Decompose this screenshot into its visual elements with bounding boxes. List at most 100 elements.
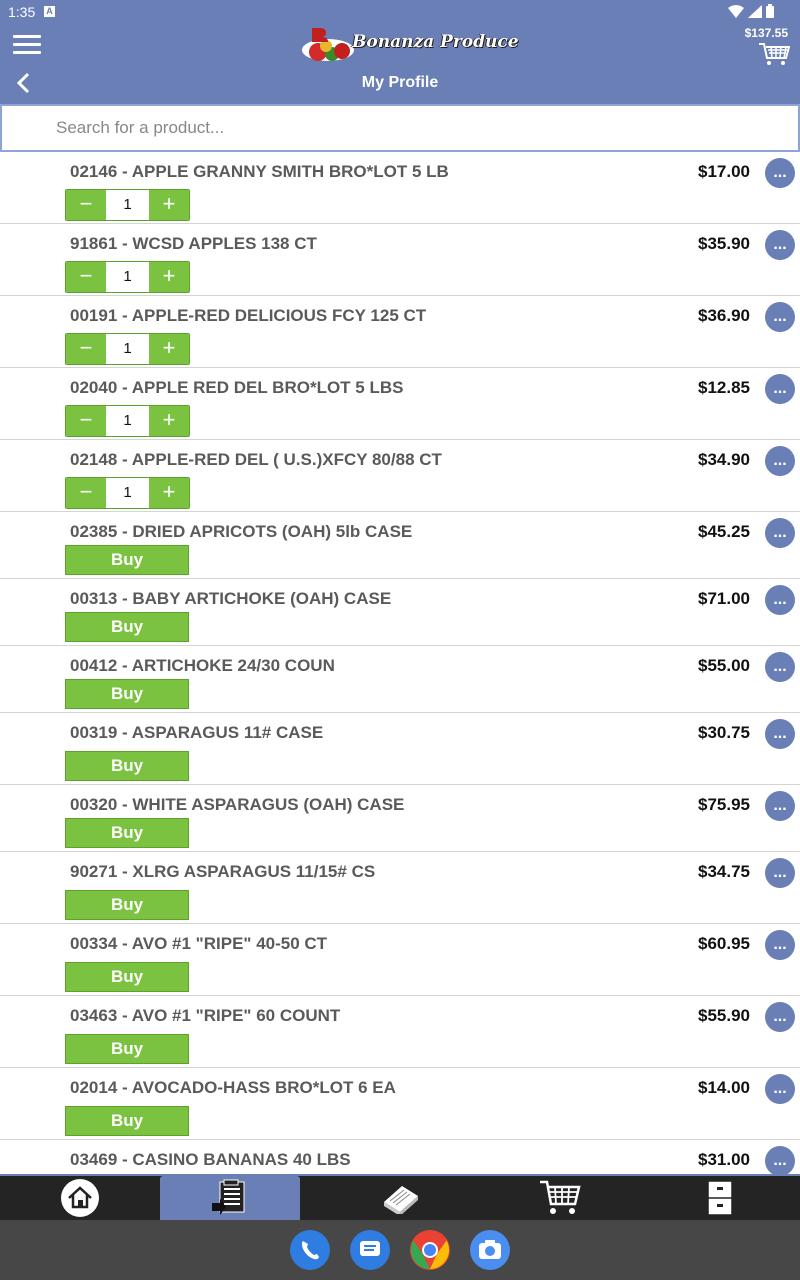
product-name: 03463 - AVO #1 "RIPE" 60 COUNT [70,1006,341,1025]
more-options-button[interactable]: ... [765,791,795,821]
cart-total: $137.55 [744,26,788,40]
list-item[interactable]: 02385 - DRIED APRICOTS (OAH) 5lb CASE $45… [0,512,800,579]
order-guide-icon [212,1179,245,1215]
back-arrow-icon[interactable] [16,72,32,94]
decrement-button[interactable]: − [66,478,106,508]
list-item[interactable]: 03463 - AVO #1 "RIPE" 60 COUNT $55.90... B… [0,996,800,1068]
quantity-value[interactable]: 1 [106,190,149,220]
product-name: 00319 - ASPARAGUS 11# CASE [70,723,324,742]
more-options-button[interactable]: ... [765,446,795,476]
tab-order-guide[interactable] [160,1176,300,1220]
tab-account[interactable] [640,1176,800,1220]
list-item[interactable]: 00313 - BABY ARTICHOKE (OAH) CASE $71.00.… [0,579,800,646]
list-item[interactable]: 00320 - WHITE ASPARAGUS (OAH) CASE $75.95… [0,785,800,852]
buy-button[interactable]: Buy [65,612,189,642]
more-options-button[interactable]: ... [765,302,795,332]
account-icon [707,1180,733,1216]
quantity-stepper: − 1 + [65,405,190,437]
system-dock [0,1220,800,1280]
more-options-button[interactable]: ... [765,1002,795,1032]
cart-icon [540,1180,581,1214]
quantity-value[interactable]: 1 [106,406,149,436]
more-options-button[interactable]: ... [765,158,795,188]
buy-button[interactable]: Buy [65,751,189,781]
product-price: $45.25 [698,522,750,541]
quantity-value[interactable]: 1 [106,334,149,364]
more-options-button[interactable]: ... [765,1146,795,1174]
product-price: $60.95 [698,934,750,953]
quantity-value[interactable]: 1 [106,262,149,292]
quantity-stepper: − 1 + [65,189,190,221]
decrement-button[interactable]: − [66,262,106,292]
chrome-icon [410,1231,450,1269]
list-item[interactable]: 91861 - WCSD APPLES 138 CT $35.90... − 1 … [0,224,800,296]
home-icon [61,1179,99,1217]
buy-button[interactable]: Buy [65,890,189,920]
increment-button[interactable]: + [149,334,189,364]
brand-name: Bonanza Produce [352,32,519,52]
more-options-button[interactable]: ... [765,930,795,960]
product-price: $34.90 [698,450,750,469]
product-name: 00313 - BABY ARTICHOKE (OAH) CASE [70,589,392,608]
list-item[interactable]: 02014 - AVOCADO-HASS BRO*LOT 6 EA $14.00.… [0,1068,800,1140]
buy-button[interactable]: Buy [65,962,189,992]
status-bar: 1:35 A [0,0,800,24]
buy-button[interactable]: Buy [65,818,189,848]
phone-icon [302,1241,319,1260]
messages-app[interactable] [350,1230,390,1270]
more-options-button[interactable]: ... [765,374,795,404]
tab-cart[interactable] [480,1176,640,1220]
list-item[interactable]: 02146 - APPLE GRANNY SMITH BRO*LOT 5 LB $… [0,152,800,224]
more-options-button[interactable]: ... [765,858,795,888]
decrement-button[interactable]: − [66,334,106,364]
signal-icon [748,4,762,18]
more-options-button[interactable]: ... [765,230,795,260]
chrome-app[interactable] [410,1230,450,1270]
product-name: 02040 - APPLE RED DEL BRO*LOT 5 LBS [70,378,404,397]
decrement-button[interactable]: − [66,406,106,436]
product-name: 91861 - WCSD APPLES 138 CT [70,234,317,253]
increment-button[interactable]: + [149,406,189,436]
buy-button[interactable]: Buy [65,545,189,575]
camera-app[interactable] [470,1230,510,1270]
increment-button[interactable]: + [149,262,189,292]
phone-app[interactable] [290,1230,330,1270]
decrement-button[interactable]: − [66,190,106,220]
product-price: $14.00 [698,1078,750,1097]
list-item[interactable]: 00319 - ASPARAGUS 11# CASE $30.75... Buy [0,713,800,785]
quantity-value[interactable]: 1 [106,478,149,508]
catalog-icon [384,1186,418,1214]
search-bar[interactable] [0,104,800,152]
more-options-button[interactable]: ... [765,1074,795,1104]
list-item[interactable]: 00412 - ARTICHOKE 24/30 COUN $55.00... Buy [0,646,800,713]
buy-button[interactable]: Buy [65,679,189,709]
more-options-button[interactable]: ... [765,585,795,615]
notification-icon: A [44,6,55,17]
menu-icon[interactable] [13,35,41,55]
tab-home[interactable] [0,1176,160,1220]
product-list[interactable]: 02146 - APPLE GRANNY SMITH BRO*LOT 5 LB $… [0,152,800,1174]
list-item[interactable]: 00334 - AVO #1 "RIPE" 40-50 CT $60.95... B… [0,924,800,996]
product-name: 02385 - DRIED APRICOTS (OAH) 5lb CASE [70,522,413,541]
buy-button[interactable]: Buy [65,1034,189,1064]
list-item[interactable]: 90271 - XLRG ASPARAGUS 11/15# CS $34.75..… [0,852,800,924]
status-time: 1:35 [8,4,36,20]
search-input[interactable] [2,106,798,150]
list-item[interactable]: 02040 - APPLE RED DEL BRO*LOT 5 LBS $12.8… [0,368,800,440]
increment-button[interactable]: + [149,190,189,220]
product-name: 02146 - APPLE GRANNY SMITH BRO*LOT 5 LB [70,162,449,181]
list-item[interactable]: 02148 - APPLE-RED DEL ( U.S.)XFCY 80/88 … [0,440,800,512]
quantity-stepper: − 1 + [65,333,190,365]
list-item[interactable]: 00191 - APPLE-RED DELICIOUS FCY 125 CT $3… [0,296,800,368]
product-name: 00320 - WHITE ASPARAGUS (OAH) CASE [70,795,405,814]
buy-button[interactable]: Buy [65,1106,189,1136]
more-options-button[interactable]: ... [765,719,795,749]
product-price: $75.95 [698,795,750,814]
increment-button[interactable]: + [149,478,189,508]
more-options-button[interactable]: ... [765,652,795,682]
product-price: $34.75 [698,862,750,881]
tab-catalog[interactable] [320,1176,480,1220]
list-item[interactable]: 03469 - CASINO BANANAS 40 LBS$31.00...Bu… [0,1140,800,1174]
cart-icon[interactable] [758,42,790,66]
more-options-button[interactable]: ... [765,518,795,548]
